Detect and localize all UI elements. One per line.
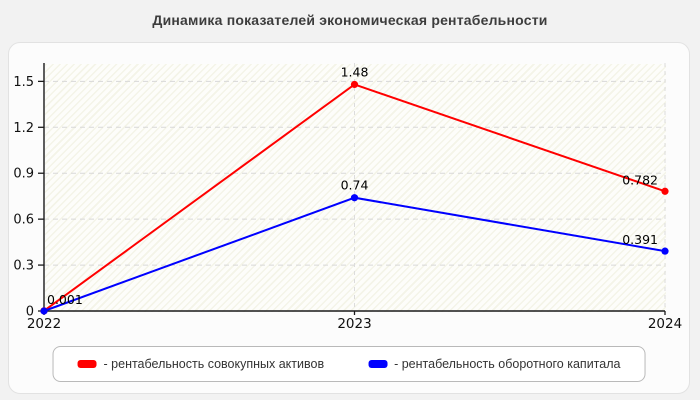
chart-title: Динамика показателей экономическая рента… — [152, 12, 548, 28]
chart-panel: 0 0.3 0.6 0.9 1.2 1.5 2022 2023 2024 0.001 1.48 0.7… — [8, 42, 690, 394]
x-tick-label: 2024 — [648, 316, 682, 332]
y-tick-label: 0.9 — [13, 167, 34, 182]
point-label: 0.391 — [622, 232, 658, 247]
point-label: 1.48 — [341, 64, 369, 79]
legend-swatch-red — [77, 360, 97, 368]
x-tick-label: 2023 — [337, 316, 371, 332]
series-line-1 — [43, 196, 666, 312]
x-tick-label: 2022 — [27, 316, 61, 332]
legend-label-total-assets: - рентабельность совокупных активов — [103, 357, 325, 371]
y-tick-label: 1.5 — [13, 75, 34, 90]
data-point — [350, 80, 359, 89]
legend-item-working-capital: - рентабельность оборотного капитала — [368, 357, 620, 371]
data-point — [661, 247, 669, 255]
data-point — [350, 194, 359, 202]
legend-swatch-blue — [368, 360, 388, 368]
point-label: 0.74 — [341, 178, 369, 193]
y-tick-label: 0 — [26, 305, 34, 320]
y-tick-label: 0.3 — [13, 259, 34, 274]
point-label: 0.001 — [47, 292, 83, 307]
legend: - рентабельность совокупных активов - ре… — [52, 346, 646, 382]
data-point — [40, 307, 48, 315]
point-label: 0.782 — [622, 172, 658, 187]
y-tick-label: 0.6 — [13, 213, 34, 228]
plot-hatch-background — [45, 64, 666, 312]
y-tick-label: 1.2 — [13, 121, 34, 136]
data-point — [661, 187, 669, 195]
legend-item-total-assets: - рентабельность совокупных активов — [77, 357, 325, 371]
legend-label-working-capital: - рентабельность оборотного капитала — [394, 357, 621, 371]
plot-svg: 0 0.3 0.6 0.9 1.2 1.5 2022 2023 2024 0.001 1.48 0.7… — [13, 63, 682, 332]
